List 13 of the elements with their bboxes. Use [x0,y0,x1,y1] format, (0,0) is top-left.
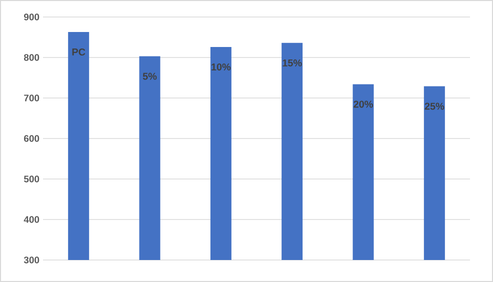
y-tick-label: 600 [24,135,40,142]
x-tick-label: 10% [212,63,231,70]
y-tick-label: 400 [24,216,40,223]
y-tick-label: 900 [24,14,40,20]
y-tick-label: 500 [24,176,40,182]
y-tick-label: 300 [24,256,40,264]
x-tick-label: 25% [424,102,444,110]
y-tick-label: 700 [24,94,40,102]
x-tick-label: 5% [142,72,157,80]
x-tick-label: 15% [282,59,302,66]
x-tick-label: 20% [354,100,373,108]
y-tick-label: 800 [24,54,40,61]
x-tick-label: PC [72,48,86,56]
